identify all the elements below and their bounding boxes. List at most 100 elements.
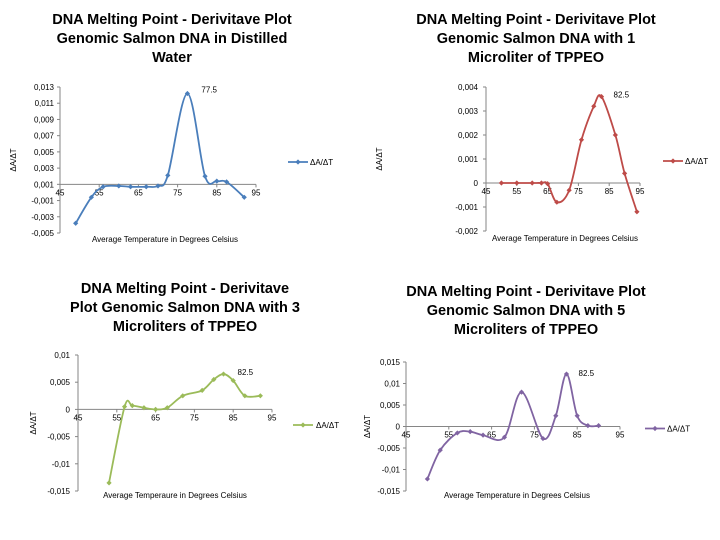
peak-annotation: 77.5 xyxy=(201,85,217,94)
data-point xyxy=(554,199,560,205)
y-tick-label: -0,005 xyxy=(377,444,400,453)
data-point xyxy=(88,194,94,200)
x-tick-label: 55 xyxy=(95,188,104,197)
legend: ΔA/ΔT xyxy=(293,421,339,430)
data-point xyxy=(257,393,263,399)
data-point xyxy=(612,132,618,138)
x-tick-label: 85 xyxy=(212,188,221,197)
x-tick-label: 95 xyxy=(616,431,625,440)
chart-title-line: Genomic Salmon DNA in Distilled xyxy=(57,31,288,47)
data-point xyxy=(529,180,535,186)
data-point xyxy=(155,183,161,189)
legend-label: ΔA/ΔT xyxy=(685,157,708,166)
data-point xyxy=(424,476,430,482)
data-point xyxy=(165,172,171,179)
y-tick-label: 0,011 xyxy=(35,99,55,108)
y-tick-label: -0,001 xyxy=(31,197,54,206)
legend: ΔA/ΔT xyxy=(663,157,708,166)
x-tick-label: 65 xyxy=(543,187,552,196)
y-tick-label: 0 xyxy=(474,179,479,188)
data-point xyxy=(566,187,572,193)
data-point xyxy=(127,184,134,190)
chart-title-line: Plot Genomic Salmon DNA with 3 xyxy=(70,300,300,316)
legend-label: ΔA/ΔT xyxy=(667,425,690,434)
data-point xyxy=(202,173,208,179)
data-point xyxy=(598,94,605,100)
y-tick-label: -0,01 xyxy=(382,466,401,475)
y-tick-label: -0,005 xyxy=(47,433,70,442)
chart-2: DNA Melting Point - Derivitave Plot Genom… xyxy=(375,12,708,243)
chart-3: DNA Melting Point - Derivitave Plot Genom… xyxy=(29,281,339,500)
data-point xyxy=(241,194,247,200)
peak-annotation: 82.5 xyxy=(579,369,595,378)
data-point xyxy=(622,170,628,176)
data-point xyxy=(116,183,122,189)
data-point xyxy=(141,405,147,411)
data-point xyxy=(73,220,79,226)
legend-swatch-marker xyxy=(300,422,306,428)
x-tick-label: 45 xyxy=(402,431,411,440)
series-line xyxy=(74,92,245,224)
x-axis-label: Average Temperature in Degrees Celsius xyxy=(444,491,590,500)
y-tick-label: 0,005 xyxy=(50,378,71,387)
y-tick-label: 0,003 xyxy=(458,107,479,116)
y-tick-label: -0,003 xyxy=(31,213,54,222)
chart-title-line: DNA Melting Point - Derivitave Plot xyxy=(406,284,646,300)
y-tick-label: 0,004 xyxy=(458,83,479,92)
data-point xyxy=(214,178,220,184)
x-tick-label: 65 xyxy=(134,188,143,197)
data-point xyxy=(518,389,525,395)
chart-title-line: Microliter of TPPEO xyxy=(468,50,604,66)
data-point xyxy=(199,387,205,393)
legend: ΔA/ΔT xyxy=(288,158,333,167)
data-point xyxy=(467,429,473,435)
chart-title-line: DNA Melting Point - Derivitave xyxy=(81,281,289,297)
chart-title-line: Genomic Salmon DNA with 1 xyxy=(437,31,635,47)
y-tick-label: 0,01 xyxy=(384,380,400,389)
data-point xyxy=(164,405,170,411)
y-tick-label: -0,015 xyxy=(377,487,400,496)
x-tick-label: 95 xyxy=(268,413,277,422)
x-tick-label: 95 xyxy=(636,187,645,196)
y-tick-label: 0,002 xyxy=(458,131,479,140)
data-point xyxy=(596,423,602,429)
chart-4: DNA Melting Point - Derivitave Plot Genom… xyxy=(363,284,690,500)
data-point xyxy=(143,184,149,190)
y-axis-label: ΔA/ΔT xyxy=(29,411,38,434)
x-tick-label: 45 xyxy=(56,188,65,197)
x-tick-label: 75 xyxy=(173,188,182,197)
data-point xyxy=(224,179,230,185)
y-tick-label: 0,015 xyxy=(380,358,401,367)
data-point xyxy=(563,371,570,377)
data-point xyxy=(585,423,591,429)
y-tick-label: 0,005 xyxy=(34,148,55,157)
chart-title-line: Microliters of TPPEO xyxy=(113,319,257,335)
x-axis-label: Average Temperaure in Degrees Celsius xyxy=(103,491,247,500)
data-point xyxy=(220,371,227,377)
legend-swatch-marker xyxy=(652,425,658,432)
x-tick-label: 65 xyxy=(151,413,160,422)
legend: ΔA/ΔT xyxy=(645,425,690,434)
x-axis-label: Average Temperature in Degrees Celsius xyxy=(92,235,238,244)
x-tick-label: 65 xyxy=(487,431,496,440)
peak-annotation: 82.5 xyxy=(614,91,630,100)
data-point xyxy=(498,180,504,186)
x-tick-label: 75 xyxy=(530,431,539,440)
peak-annotation: 82.5 xyxy=(238,368,254,377)
y-tick-label: 0,001 xyxy=(458,155,479,164)
y-tick-label: 0,005 xyxy=(380,401,401,410)
series-line xyxy=(108,373,261,483)
y-tick-label: -0,01 xyxy=(52,460,71,469)
data-point xyxy=(553,413,559,419)
data-point xyxy=(574,413,580,419)
data-point xyxy=(540,435,546,442)
data-point xyxy=(437,447,443,453)
data-point xyxy=(501,434,508,440)
chart-title-line: DNA Melting Point - Derivitave Plot xyxy=(416,12,656,28)
data-point xyxy=(242,393,248,399)
x-tick-label: 45 xyxy=(74,413,83,422)
data-point xyxy=(211,376,217,383)
y-tick-label: -0,001 xyxy=(455,203,478,212)
y-tick-label: -0,005 xyxy=(31,229,54,238)
